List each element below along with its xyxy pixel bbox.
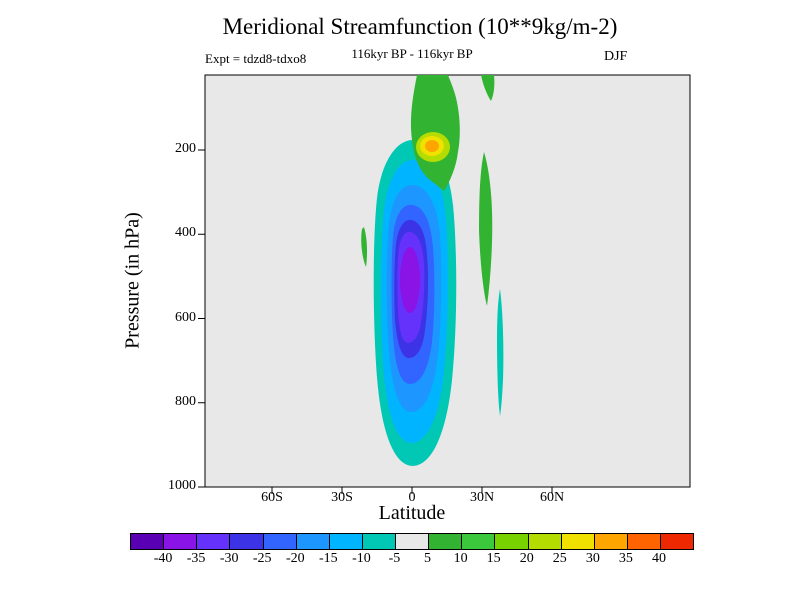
- colorbar-cell: [528, 534, 562, 549]
- colorbar-cell: [329, 534, 363, 549]
- colorbar-label: -10: [352, 551, 371, 566]
- season-label: DJF: [604, 49, 628, 64]
- colorbar-label: -40: [153, 551, 173, 566]
- chart-title: Meridional Streamfunction (10**9kg/m-2): [222, 14, 618, 39]
- y-tick-label: 1000: [168, 478, 196, 493]
- colorbar-label: 20: [519, 551, 534, 566]
- colorbar-label: -20: [285, 551, 305, 566]
- colorbar-cell: [429, 534, 463, 549]
- colorbar-cell: [230, 534, 264, 549]
- colorbar-cell: [661, 534, 694, 549]
- y-tick-label: 400: [175, 225, 196, 241]
- colorbar-label: 25: [552, 551, 567, 566]
- colorbar-cell: [197, 534, 231, 549]
- x-tick-label: 30N: [469, 490, 495, 505]
- colorbar-label: 30: [585, 551, 600, 566]
- colorbar-label: 5: [424, 551, 432, 566]
- colorbar-cell: [396, 534, 430, 549]
- x-axis-label: Latitude: [378, 502, 446, 524]
- colorbar-label: 15: [486, 551, 501, 566]
- x-tick-label: 60S: [261, 490, 283, 505]
- contour-neg-35-core: [400, 247, 420, 313]
- colorbar-cell: [362, 534, 396, 549]
- top-positive-32N: [481, 75, 495, 101]
- band-positive-30N: [479, 152, 493, 306]
- colorbar-cell: [131, 534, 165, 549]
- colorbar-cell: [495, 534, 529, 549]
- y-tick-label: 200: [175, 141, 196, 156]
- period-label: 116kyr BP - 116kyr BP: [351, 46, 473, 61]
- colorbar-label: -15: [319, 551, 338, 566]
- colorbar-cell: [594, 534, 628, 549]
- experiment-label: Expt = tdzd8-tdxo8: [205, 51, 307, 66]
- colorbar-cell: [462, 534, 496, 549]
- streak-positive-38N: [497, 289, 504, 416]
- colorbar-label: 40: [651, 551, 666, 566]
- x-tick-label: 60N: [539, 490, 565, 505]
- colorbar-label: 35: [618, 551, 633, 566]
- y-tick-label: 800: [175, 393, 196, 409]
- colorbar-label: 10: [453, 551, 468, 566]
- colorbar-label: -30: [219, 551, 239, 566]
- colorbar-cell: [561, 534, 595, 549]
- colorbar-label: -5: [388, 551, 401, 566]
- y-tick-label: 600: [175, 309, 196, 325]
- colorbar-label: -35: [186, 551, 206, 566]
- colorbar-cell: [296, 534, 330, 549]
- x-tick-label: 0: [408, 490, 416, 505]
- colorbar: [130, 533, 694, 550]
- colorbar-cell: [627, 534, 661, 549]
- colorbar-label: -25: [252, 551, 272, 566]
- colorbar-cell: [263, 534, 297, 549]
- upper-positive-core-25: [425, 140, 439, 152]
- sliver-positive-20S: [361, 227, 368, 267]
- colorbar-cell: [164, 534, 198, 549]
- x-tick-label: 30S: [331, 490, 353, 505]
